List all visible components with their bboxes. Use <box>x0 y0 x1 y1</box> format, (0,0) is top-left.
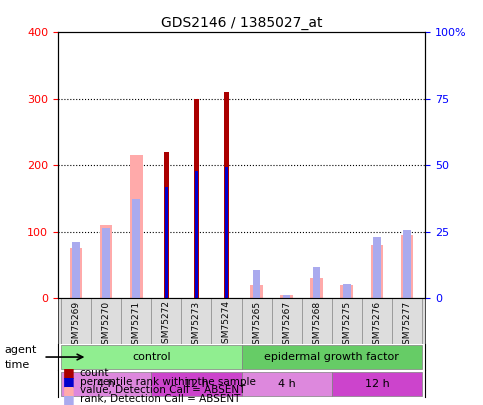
Text: ■: ■ <box>63 393 74 405</box>
Bar <box>253 270 260 298</box>
Bar <box>283 295 290 298</box>
Text: 4 h: 4 h <box>278 379 296 389</box>
Bar <box>313 267 321 298</box>
Bar <box>224 92 229 298</box>
Text: 12 h: 12 h <box>365 379 389 389</box>
Text: GSM75276: GSM75276 <box>372 301 382 350</box>
Text: count: count <box>80 368 109 377</box>
Bar <box>102 228 110 298</box>
Text: ■: ■ <box>63 384 74 397</box>
Bar <box>403 230 411 298</box>
Bar <box>343 284 351 298</box>
FancyBboxPatch shape <box>332 372 422 396</box>
Bar <box>370 245 384 298</box>
FancyBboxPatch shape <box>242 372 332 396</box>
FancyBboxPatch shape <box>61 372 151 396</box>
Text: 4 h: 4 h <box>97 379 115 389</box>
Text: GSM75273: GSM75273 <box>192 301 201 350</box>
Text: control: control <box>132 352 170 362</box>
Text: agent: agent <box>5 345 37 355</box>
Text: value, Detection Call = ABSENT: value, Detection Call = ABSENT <box>80 386 245 395</box>
FancyBboxPatch shape <box>151 372 242 396</box>
Text: GSM75270: GSM75270 <box>101 301 111 350</box>
FancyBboxPatch shape <box>242 345 422 369</box>
Text: GSM75271: GSM75271 <box>132 301 141 350</box>
Bar <box>341 285 353 298</box>
Bar <box>400 235 413 298</box>
Bar <box>225 167 228 298</box>
FancyBboxPatch shape <box>61 345 242 369</box>
Text: GSM75265: GSM75265 <box>252 301 261 350</box>
Text: GSM75269: GSM75269 <box>71 301 81 350</box>
Text: time: time <box>5 360 30 370</box>
Text: 12 h: 12 h <box>184 379 209 389</box>
Text: ■: ■ <box>63 375 74 388</box>
Bar <box>250 285 263 298</box>
Text: GSM75272: GSM75272 <box>162 301 171 350</box>
Bar <box>70 248 83 298</box>
Bar <box>72 242 80 298</box>
Bar <box>164 152 169 298</box>
Bar <box>130 156 142 298</box>
Text: ■: ■ <box>63 366 74 379</box>
Text: GSM75268: GSM75268 <box>312 301 321 350</box>
Text: GSM75274: GSM75274 <box>222 301 231 350</box>
Text: GSM75267: GSM75267 <box>282 301 291 350</box>
Title: GDS2146 / 1385027_at: GDS2146 / 1385027_at <box>161 16 322 30</box>
Bar <box>99 225 113 298</box>
Text: percentile rank within the sample: percentile rank within the sample <box>80 377 256 386</box>
Text: GSM75277: GSM75277 <box>402 301 412 350</box>
Text: epidermal growth factor: epidermal growth factor <box>264 352 399 362</box>
Bar <box>195 171 198 298</box>
Bar <box>165 187 168 298</box>
Bar <box>132 198 140 298</box>
Bar <box>311 278 323 298</box>
Bar <box>194 99 199 298</box>
Bar <box>280 295 293 298</box>
Text: rank, Detection Call = ABSENT: rank, Detection Call = ABSENT <box>80 394 240 404</box>
Bar <box>373 237 381 298</box>
Text: GSM75275: GSM75275 <box>342 301 351 350</box>
